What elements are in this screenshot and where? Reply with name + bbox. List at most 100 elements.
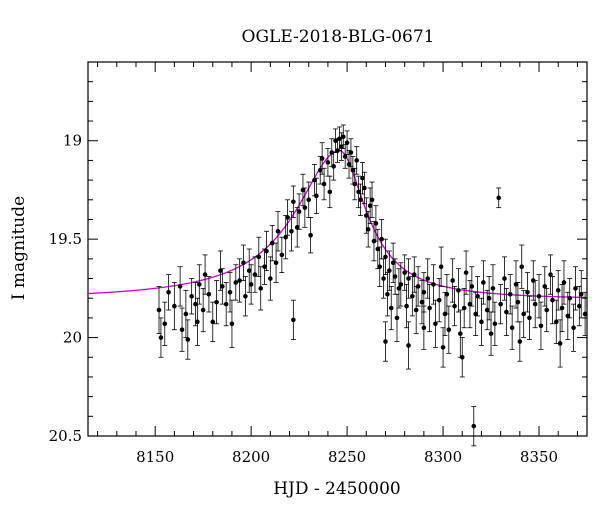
data-marker xyxy=(233,280,239,285)
data-marker xyxy=(406,343,411,348)
data-point xyxy=(382,321,388,362)
data-point xyxy=(179,307,185,352)
data-point xyxy=(158,317,164,358)
data-point xyxy=(206,276,212,313)
data-point xyxy=(461,287,467,329)
data-marker xyxy=(291,199,296,205)
data-marker xyxy=(461,305,467,311)
data-marker xyxy=(264,248,269,254)
data-point xyxy=(509,305,515,350)
x-tick-label: 8350 xyxy=(520,448,558,466)
data-marker xyxy=(436,297,442,303)
data-point xyxy=(446,305,452,354)
model-curve-layer xyxy=(87,149,588,299)
data-marker xyxy=(402,270,407,275)
y-axis-label: I magnitude xyxy=(9,196,29,300)
data-marker xyxy=(527,315,532,321)
data-marker xyxy=(394,315,400,321)
data-marker xyxy=(411,272,417,277)
data-point xyxy=(382,238,388,275)
data-marker xyxy=(210,319,216,325)
data-marker xyxy=(425,276,431,281)
data-point xyxy=(532,280,538,329)
data-marker xyxy=(544,307,549,313)
data-marker xyxy=(243,293,248,299)
data-marker xyxy=(444,291,450,297)
data-marker xyxy=(206,291,212,297)
data-marker xyxy=(342,154,348,159)
data-marker xyxy=(229,321,235,327)
data-point xyxy=(578,270,584,319)
data-point xyxy=(171,282,177,331)
x-tick-label: 8200 xyxy=(232,448,270,466)
data-marker xyxy=(513,282,519,287)
data-point xyxy=(526,295,532,340)
data-marker xyxy=(227,290,233,295)
data-marker xyxy=(177,284,183,289)
x-tick-label: 8300 xyxy=(424,448,462,466)
data-point xyxy=(409,276,415,317)
data-marker xyxy=(567,295,573,301)
data-point xyxy=(177,266,183,307)
data-point xyxy=(450,258,456,303)
data-marker xyxy=(486,295,492,301)
data-marker xyxy=(565,313,571,319)
data-marker xyxy=(550,297,555,303)
data-point xyxy=(553,299,559,344)
data-marker xyxy=(498,301,503,307)
data-marker xyxy=(521,311,526,317)
data-point xyxy=(398,262,404,307)
data-marker xyxy=(427,305,432,311)
data-marker xyxy=(525,290,530,295)
data-point xyxy=(229,299,235,348)
data-point xyxy=(576,285,582,327)
data-marker xyxy=(337,136,342,142)
data-point xyxy=(544,287,550,333)
data-point xyxy=(248,264,254,305)
data-point xyxy=(406,258,412,299)
data-point xyxy=(538,301,544,350)
data-marker xyxy=(185,337,191,342)
data-point xyxy=(386,250,392,291)
data-point xyxy=(432,299,438,348)
data-marker xyxy=(262,264,267,270)
data-point xyxy=(421,305,427,350)
data-marker xyxy=(246,268,252,273)
data-marker xyxy=(406,276,411,281)
data-point xyxy=(327,175,333,209)
data-marker xyxy=(183,311,189,317)
x-tick-label: 8250 xyxy=(328,448,366,466)
data-marker xyxy=(179,327,185,333)
data-point xyxy=(273,242,279,283)
data-marker xyxy=(502,276,507,281)
data-marker xyxy=(362,185,367,191)
data-marker xyxy=(479,319,484,325)
data-marker xyxy=(195,319,200,325)
data-point xyxy=(256,236,262,277)
data-point xyxy=(381,258,387,299)
data-marker xyxy=(158,335,164,340)
data-marker xyxy=(507,291,513,297)
data-point xyxy=(498,284,504,325)
data-marker xyxy=(296,209,302,214)
data-marker xyxy=(356,189,361,195)
data-point xyxy=(306,181,312,218)
data-point xyxy=(258,266,264,311)
data-point xyxy=(478,297,484,346)
data-marker xyxy=(220,284,225,289)
data-marker xyxy=(553,319,559,325)
data-marker xyxy=(377,264,383,270)
data-marker xyxy=(463,270,469,275)
data-marker xyxy=(475,293,480,299)
data-point xyxy=(513,260,519,309)
data-point xyxy=(438,246,444,287)
data-marker xyxy=(469,284,475,289)
data-point xyxy=(555,270,561,311)
data-point xyxy=(365,211,371,248)
data-marker xyxy=(555,288,561,293)
data-point xyxy=(189,278,195,315)
x-tick-label: 8150 xyxy=(136,448,174,466)
data-marker xyxy=(294,225,300,230)
data-point xyxy=(185,319,191,360)
